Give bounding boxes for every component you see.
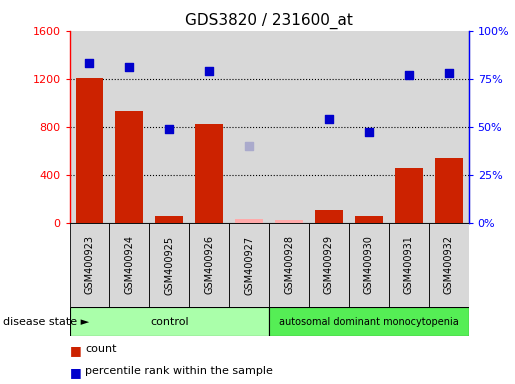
Bar	[109, 31, 149, 223]
FancyBboxPatch shape	[109, 223, 149, 307]
FancyBboxPatch shape	[269, 307, 469, 336]
Bar	[189, 31, 229, 223]
Point	[325, 116, 333, 122]
FancyBboxPatch shape	[428, 223, 469, 307]
FancyBboxPatch shape	[149, 223, 189, 307]
Point	[85, 60, 94, 66]
Bar	[70, 31, 109, 223]
FancyBboxPatch shape	[229, 223, 269, 307]
Point	[444, 70, 453, 76]
Text: control: control	[150, 316, 188, 327]
Title: GDS3820 / 231600_at: GDS3820 / 231600_at	[185, 13, 353, 29]
FancyBboxPatch shape	[309, 223, 349, 307]
Bar	[309, 31, 349, 223]
Point	[245, 143, 253, 149]
Bar	[275, 220, 303, 223]
Bar	[229, 31, 269, 223]
Bar	[195, 124, 223, 223]
Text: GSM400923: GSM400923	[84, 235, 94, 295]
Bar	[349, 31, 389, 223]
Text: disease state ►: disease state ►	[3, 316, 89, 327]
Text: GSM400924: GSM400924	[125, 235, 134, 295]
Text: GSM400925: GSM400925	[164, 235, 174, 295]
Bar	[235, 219, 263, 223]
Text: GSM400926: GSM400926	[204, 235, 214, 295]
Point	[165, 126, 174, 132]
Bar	[269, 31, 309, 223]
FancyBboxPatch shape	[269, 223, 309, 307]
Bar	[389, 31, 428, 223]
Text: percentile rank within the sample: percentile rank within the sample	[85, 366, 273, 376]
Bar	[428, 31, 469, 223]
Bar	[76, 78, 104, 223]
Text: GSM400930: GSM400930	[364, 235, 374, 294]
Bar	[355, 215, 383, 223]
Point	[365, 129, 373, 136]
Bar	[315, 210, 343, 223]
Bar	[235, 220, 263, 223]
FancyBboxPatch shape	[389, 223, 428, 307]
Point	[125, 64, 133, 70]
Text: GSM400929: GSM400929	[324, 235, 334, 295]
FancyBboxPatch shape	[70, 223, 109, 307]
FancyBboxPatch shape	[349, 223, 389, 307]
Bar	[275, 220, 303, 223]
Text: ■: ■	[70, 366, 81, 379]
Text: autosomal dominant monocytopenia: autosomal dominant monocytopenia	[279, 316, 459, 327]
Bar	[395, 167, 423, 223]
Point	[205, 68, 213, 74]
Text: count: count	[85, 344, 116, 354]
Text: GSM400931: GSM400931	[404, 235, 414, 294]
Text: GSM400927: GSM400927	[244, 235, 254, 295]
Bar	[115, 111, 143, 223]
Bar	[149, 31, 190, 223]
FancyBboxPatch shape	[70, 307, 269, 336]
Bar	[435, 158, 462, 223]
Point	[405, 72, 413, 78]
FancyBboxPatch shape	[189, 223, 229, 307]
Text: GSM400928: GSM400928	[284, 235, 294, 295]
Text: GSM400932: GSM400932	[444, 235, 454, 295]
Text: ■: ■	[70, 344, 81, 357]
Bar	[156, 215, 183, 223]
